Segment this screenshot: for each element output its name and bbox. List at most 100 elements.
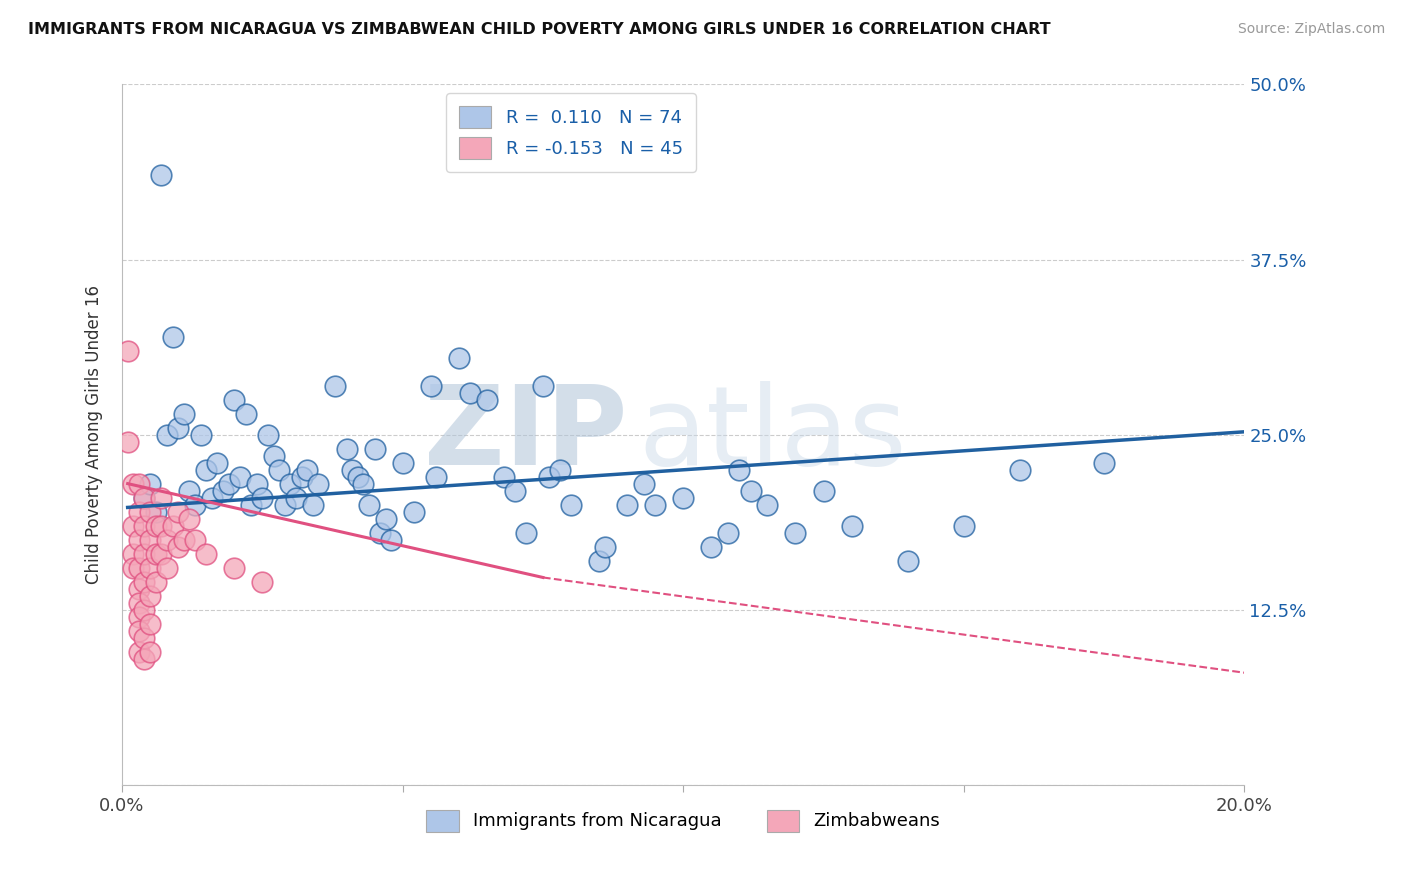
Point [672, 491, 695, 505]
Point [257, 427, 280, 442]
Point [128, 505, 150, 519]
Point [1092, 456, 1115, 470]
Point [425, 469, 447, 483]
Point [128, 476, 150, 491]
Point [122, 518, 145, 533]
Point [139, 616, 162, 631]
Point [150, 491, 173, 505]
Point [756, 498, 779, 512]
Point [346, 469, 368, 483]
Point [224, 392, 246, 407]
Point [252, 574, 274, 589]
Point [897, 554, 920, 568]
Point [134, 651, 156, 665]
Point [134, 547, 156, 561]
Point [145, 547, 167, 561]
Point [162, 518, 184, 533]
Point [156, 427, 179, 442]
Point [717, 525, 740, 540]
Point [302, 498, 325, 512]
Point [156, 533, 179, 547]
Point [128, 596, 150, 610]
Point [1008, 462, 1031, 476]
Point [633, 476, 655, 491]
Point [252, 491, 274, 505]
Point [263, 449, 285, 463]
Point [560, 498, 582, 512]
Point [246, 476, 269, 491]
Text: IMMIGRANTS FROM NICARAGUA VS ZIMBABWEAN CHILD POVERTY AMONG GIRLS UNDER 16 CORRE: IMMIGRANTS FROM NICARAGUA VS ZIMBABWEAN … [28, 22, 1050, 37]
Point [139, 476, 162, 491]
Point [218, 476, 240, 491]
Point [134, 518, 156, 533]
Point [122, 547, 145, 561]
Point [184, 498, 207, 512]
Point [531, 378, 554, 392]
Point [841, 518, 863, 533]
Point [134, 491, 156, 505]
Point [402, 505, 425, 519]
Point [145, 518, 167, 533]
Point [515, 525, 537, 540]
Point [122, 560, 145, 574]
Text: ZIP: ZIP [423, 381, 627, 488]
Point [368, 525, 391, 540]
Point [122, 476, 145, 491]
Point [357, 498, 380, 512]
Point [150, 547, 173, 561]
Point [785, 525, 807, 540]
Point [117, 343, 139, 358]
Point [352, 476, 374, 491]
Point [207, 456, 229, 470]
Point [139, 560, 162, 574]
Point [335, 442, 357, 456]
Point [548, 462, 571, 476]
Point [419, 378, 441, 392]
Point [616, 498, 638, 512]
Point [139, 589, 162, 603]
Point [150, 518, 173, 533]
Point [179, 483, 201, 498]
Point [374, 511, 396, 525]
Point [593, 540, 616, 554]
Point [128, 624, 150, 638]
Point [240, 498, 263, 512]
Point [447, 351, 470, 365]
Point [173, 533, 195, 547]
Point [150, 169, 173, 183]
Point [117, 434, 139, 449]
Point [458, 385, 481, 400]
Point [167, 540, 190, 554]
Point [167, 505, 190, 519]
Point [128, 582, 150, 596]
Point [224, 560, 246, 574]
Point [128, 645, 150, 659]
Point [644, 498, 666, 512]
Point [128, 609, 150, 624]
Point [139, 533, 162, 547]
Point [156, 560, 179, 574]
Point [323, 378, 346, 392]
Point [184, 533, 207, 547]
Point [475, 392, 498, 407]
Point [229, 469, 252, 483]
Point [740, 483, 762, 498]
Point [195, 547, 218, 561]
Point [167, 420, 190, 434]
Point [380, 533, 402, 547]
Text: atlas: atlas [638, 381, 907, 488]
Text: Source: ZipAtlas.com: Source: ZipAtlas.com [1237, 22, 1385, 37]
Point [162, 329, 184, 343]
Point [728, 462, 751, 476]
Point [503, 483, 526, 498]
Point [134, 631, 156, 645]
Point [134, 574, 156, 589]
Point [179, 511, 201, 525]
Point [537, 469, 560, 483]
Point [139, 505, 162, 519]
Point [285, 491, 308, 505]
Point [297, 462, 319, 476]
Point [280, 476, 302, 491]
Point [274, 498, 297, 512]
Point [363, 442, 385, 456]
